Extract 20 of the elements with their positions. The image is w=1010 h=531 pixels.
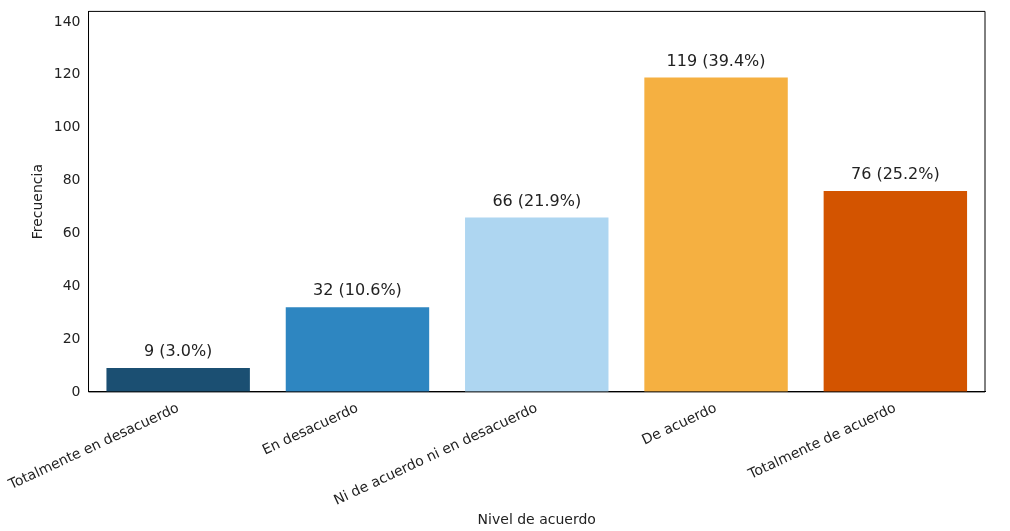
y-tick-label: 80: [62, 171, 81, 188]
y-axis-title: Frecuencia: [29, 163, 46, 240]
bar: [644, 77, 788, 392]
y-tick-label: 60: [62, 224, 81, 240]
bar: [285, 307, 430, 392]
x-axis-title: Nivel de acuerdo: [477, 511, 596, 528]
y-tick-label: 0: [71, 382, 81, 399]
y-tick-label: 100: [53, 118, 81, 135]
data-label: 66 (21.9%): [492, 190, 582, 210]
y-tick-label: 140: [53, 12, 81, 29]
y-tick-label: 20: [62, 329, 81, 346]
bar: [465, 217, 609, 392]
y-tick-label: 120: [53, 65, 81, 82]
y-tick-label: 40: [62, 276, 81, 293]
data-label: 119 (39.4%): [666, 50, 766, 70]
data-label: 9 (3.0%): [143, 341, 213, 361]
bar: [106, 368, 250, 392]
data-label: 32 (10.6%): [313, 280, 402, 300]
bar: [823, 191, 968, 392]
data-label: 76 (25.2%): [850, 164, 940, 184]
